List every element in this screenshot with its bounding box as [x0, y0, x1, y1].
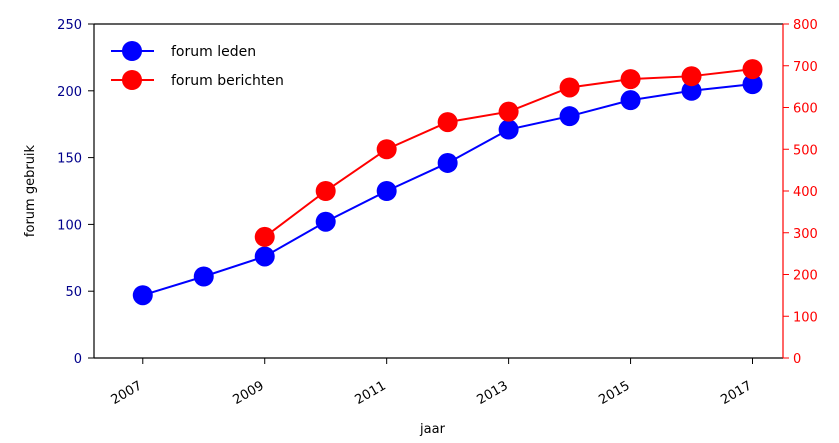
data-point-forum-berichten [742, 59, 763, 80]
left-y-tick-label: 100 [57, 218, 82, 233]
data-point-forum-berichten [681, 66, 702, 87]
data-point-forum-leden [437, 152, 458, 173]
data-point-forum-berichten [254, 226, 275, 247]
series-layer [132, 59, 763, 306]
x-tick-label: 2015 [596, 378, 632, 408]
data-point-forum-leden [498, 119, 519, 140]
data-point-forum-leden [620, 90, 641, 111]
data-point-forum-berichten [315, 181, 336, 201]
right-y-tick-label: 300 [793, 227, 818, 242]
right-y-tick-label: 700 [793, 60, 818, 75]
data-point-forum-leden [254, 246, 275, 267]
left-y-tick-label: 250 [57, 18, 82, 33]
left-y-tick-label: 50 [65, 285, 82, 300]
x-axis-label: jaar [419, 422, 446, 437]
left-y-axis-label: forum gebruik [23, 144, 38, 237]
right-y-tick-label: 500 [793, 143, 818, 158]
data-point-forum-berichten [437, 112, 458, 133]
legend-label: forum leden [171, 44, 256, 60]
x-tick-label: 2013 [474, 378, 510, 408]
data-point-forum-leden [376, 181, 397, 201]
legend-label: forum berichten [171, 73, 284, 89]
data-point-forum-leden [742, 74, 763, 95]
right-y-tick-label: 200 [793, 269, 818, 284]
legend-marker [122, 41, 142, 61]
series-line-forum-berichten [264, 68, 753, 238]
right-y-tick-label: 100 [793, 310, 818, 325]
left-y-tick-label: 200 [57, 85, 82, 100]
left-y-tick-label: 0 [74, 352, 82, 367]
data-point-forum-berichten [559, 77, 580, 98]
data-point-forum-berichten [620, 69, 641, 90]
x-tick-label: 2017 [718, 378, 754, 408]
right-y-tick-label: 600 [793, 102, 818, 117]
data-point-forum-leden [132, 285, 153, 306]
data-point-forum-leden [681, 80, 702, 101]
right-y-tick-label: 800 [793, 18, 818, 33]
x-tick-label: 2011 [353, 378, 389, 408]
right-y-tick-label: 0 [793, 352, 801, 367]
right-y-tick-label: 400 [793, 185, 818, 200]
left-y-tick-label: 150 [57, 152, 82, 167]
data-point-forum-berichten [498, 101, 519, 122]
legend: forum leden forum berichten [111, 41, 284, 90]
x-tick-label: 2007 [109, 378, 145, 408]
x-tick-label: 2009 [231, 378, 267, 408]
data-point-forum-leden [193, 266, 214, 287]
data-point-forum-berichten [376, 139, 397, 160]
legend-marker [122, 70, 142, 90]
data-point-forum-leden [315, 211, 336, 232]
data-point-forum-leden [559, 106, 580, 127]
